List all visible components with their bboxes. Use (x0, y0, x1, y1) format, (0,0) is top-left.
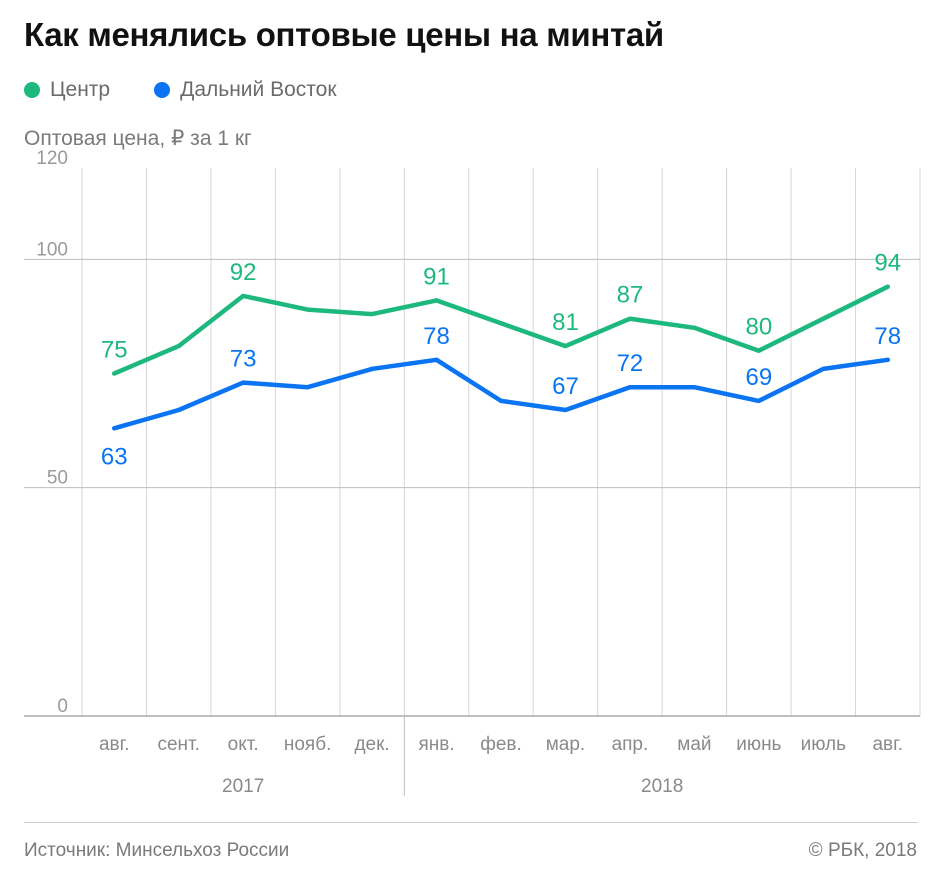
data-label: 94 (874, 250, 901, 277)
x-tick-label: авг. (99, 734, 130, 755)
source-note: Источник: Минсельхоз России (24, 840, 290, 861)
data-label: 67 (552, 373, 579, 400)
data-label: 69 (745, 364, 772, 391)
x-tick-label: апр. (612, 734, 649, 755)
y-tick-label: 50 (47, 468, 68, 489)
data-label: 73 (230, 346, 257, 373)
data-label: 80 (745, 314, 772, 341)
data-label: 78 (874, 323, 901, 350)
data-label: 81 (552, 309, 579, 336)
year-label: 2018 (641, 776, 683, 797)
x-tick-label: авг. (872, 734, 903, 755)
data-label: 78 (423, 323, 450, 350)
x-tick-label: май (677, 734, 711, 755)
data-label: 63 (101, 443, 128, 470)
x-tick-label: июль (801, 734, 847, 755)
data-label: 72 (617, 350, 644, 377)
x-tick-label: окт. (228, 734, 259, 755)
footer-divider (24, 822, 918, 823)
data-label: 91 (423, 263, 450, 290)
x-tick-label: сент. (157, 734, 199, 755)
series-line (111, 357, 891, 431)
legend-marker-far-east (154, 82, 171, 98)
x-tick-label: янв. (418, 734, 454, 755)
x-tick-label: фев. (480, 734, 522, 755)
x-tick-label: дек. (354, 734, 389, 755)
y-tick-label: 120 (36, 148, 68, 169)
series-line (111, 284, 891, 376)
data-label: 92 (230, 259, 257, 286)
legend-marker-centre (24, 82, 40, 98)
data-label: 75 (101, 337, 128, 364)
copyright-note: © РБК, 2018 (808, 840, 917, 861)
legend-item-centre: Центр (24, 78, 110, 102)
legend-item-far-east: Дальний Восток (154, 78, 337, 102)
y-tick-label: 0 (57, 696, 68, 717)
legend-label-centre: Центр (50, 78, 111, 101)
y-axis-caption: Оптовая цена, ₽ за 1 кг (24, 127, 252, 150)
y-tick-label: 100 (36, 239, 68, 260)
x-tick-label: июнь (736, 734, 781, 755)
chart-title: Как менялись оптовые цены на минтай (24, 16, 664, 53)
legend-label-far-east: Дальний Восток (180, 78, 337, 101)
x-tick-label: нояб. (284, 734, 332, 755)
year-label: 2017 (222, 776, 264, 797)
x-tick-label: мар. (546, 734, 585, 755)
data-label: 87 (617, 282, 644, 309)
legend: Центр Дальний Восток (24, 78, 381, 102)
